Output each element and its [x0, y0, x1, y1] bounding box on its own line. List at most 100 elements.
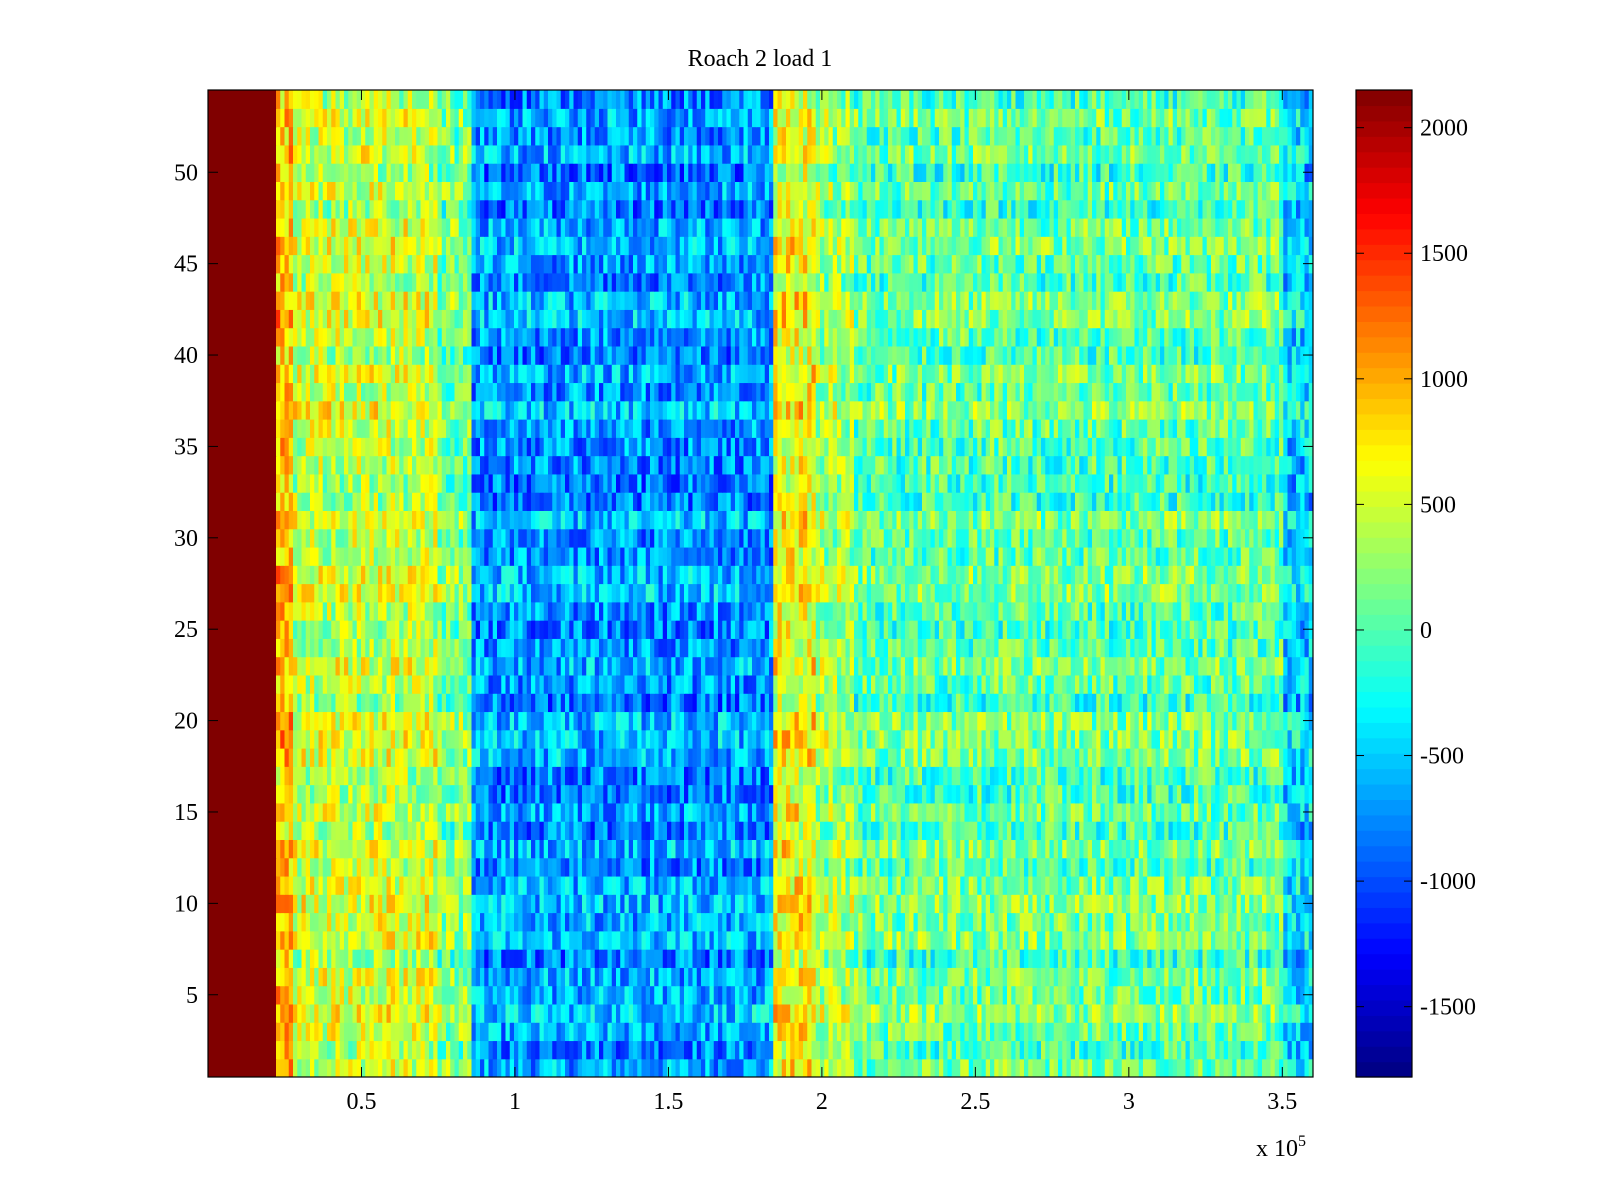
heatmap-cell — [722, 1058, 728, 1077]
heatmap-cell — [1151, 1022, 1157, 1042]
heatmap-cell — [633, 875, 638, 895]
heatmap-cell — [939, 784, 944, 804]
heatmap-cell — [297, 748, 303, 767]
heatmap-cell — [760, 802, 766, 822]
heatmap-cell — [981, 1058, 987, 1077]
heatmap-cell — [356, 857, 362, 877]
heatmap-cell — [1058, 1040, 1063, 1060]
heatmap-cell — [735, 912, 740, 932]
heatmap-cell — [684, 930, 689, 950]
heatmap-cell — [310, 894, 315, 914]
heatmap-cell — [1300, 875, 1306, 895]
heatmap-cell — [616, 748, 621, 767]
heatmap-cell — [1240, 1003, 1246, 1023]
heatmap-cell — [858, 1003, 864, 1023]
heatmap-cell — [713, 912, 719, 932]
heatmap-cell — [658, 857, 664, 877]
heatmap-cell — [820, 875, 825, 895]
heatmap-cell — [926, 821, 932, 840]
heatmap-cell — [828, 729, 834, 749]
heatmap-cell — [671, 894, 677, 914]
heatmap-cell — [981, 967, 987, 987]
heatmap-cell — [390, 875, 396, 895]
heatmap-cell — [739, 1003, 745, 1023]
heatmap-cell — [679, 949, 685, 968]
heatmap-cell — [539, 930, 545, 950]
heatmap-cell — [416, 949, 422, 968]
heatmap-cell — [539, 1022, 545, 1042]
heatmap-cell — [1240, 1022, 1246, 1042]
heatmap-cell — [883, 967, 889, 987]
heatmap-cell — [1257, 930, 1263, 950]
heatmap-cell — [862, 729, 868, 749]
heatmap-cell — [1028, 821, 1034, 840]
heatmap-cell — [658, 784, 664, 804]
heatmap-cell — [739, 1040, 745, 1060]
heatmap-cell — [484, 802, 490, 822]
heatmap-cell — [628, 1003, 634, 1023]
heatmap-cell — [998, 949, 1004, 968]
heatmap-cell — [832, 1058, 838, 1077]
heatmap-cell — [505, 894, 511, 914]
heatmap-cell — [641, 821, 647, 840]
heatmap-cell — [773, 802, 779, 822]
heatmap-cell — [548, 729, 553, 749]
heatmap-cell — [662, 1058, 668, 1077]
heatmap-cell — [1274, 930, 1280, 950]
heatmap-cell — [675, 967, 681, 987]
heatmap-cell — [705, 875, 711, 895]
heatmap-cell — [1066, 912, 1072, 932]
heatmap-cell — [1070, 857, 1076, 877]
heatmap-cell — [998, 985, 1004, 1005]
heatmap-cell — [344, 894, 349, 914]
heatmap-cell — [1160, 748, 1165, 767]
heatmap-cell — [1036, 802, 1042, 822]
heatmap-cell — [854, 821, 859, 840]
heatmap-cell — [1138, 930, 1144, 950]
heatmap-cell — [1287, 894, 1293, 914]
heatmap-cell — [577, 875, 583, 895]
heatmap-cell — [815, 729, 821, 749]
heatmap-cell — [960, 875, 966, 895]
heatmap-cell — [288, 766, 294, 786]
heatmap-cell — [977, 766, 983, 786]
heatmap-cell — [956, 912, 961, 932]
heatmap-cell — [497, 1040, 502, 1060]
heatmap-cell — [858, 839, 864, 859]
heatmap-cell — [1211, 802, 1216, 822]
heatmap-cell — [926, 784, 932, 804]
heatmap-cell — [939, 857, 944, 877]
heatmap-cell — [577, 802, 583, 822]
heatmap-cell — [246, 821, 252, 840]
heatmap-cell — [1041, 748, 1046, 767]
heatmap-cell — [569, 784, 575, 804]
heatmap-cell — [1070, 802, 1076, 822]
heatmap-cell — [777, 766, 783, 786]
heatmap-cell — [866, 912, 872, 932]
heatmap-cell — [361, 821, 366, 840]
heatmap-cell — [1262, 985, 1267, 1005]
heatmap-cell — [1262, 802, 1267, 822]
heatmap-cell — [684, 1022, 689, 1042]
heatmap-cell — [658, 802, 664, 822]
heatmap-cell — [862, 1022, 868, 1042]
heatmap-cell — [276, 1040, 281, 1060]
heatmap-cell — [675, 912, 681, 932]
heatmap-cell — [480, 967, 485, 987]
heatmap-cell — [773, 1022, 779, 1042]
heatmap-cell — [454, 1058, 460, 1077]
heatmap-cell — [1198, 894, 1204, 914]
heatmap-cell — [905, 930, 910, 950]
heatmap-cell — [811, 857, 817, 877]
heatmap-cell — [1104, 1022, 1110, 1042]
heatmap-cell — [369, 784, 375, 804]
heatmap-cell — [509, 1040, 515, 1060]
heatmap-cell — [667, 1040, 672, 1060]
heatmap-cell — [1236, 748, 1242, 767]
heatmap-cell — [310, 949, 315, 968]
heatmap-cell — [1172, 748, 1178, 767]
heatmap-cell — [858, 857, 864, 877]
heatmap-cell — [1249, 839, 1255, 859]
heatmap-cell — [828, 1022, 834, 1042]
heatmap-cell — [365, 912, 371, 932]
